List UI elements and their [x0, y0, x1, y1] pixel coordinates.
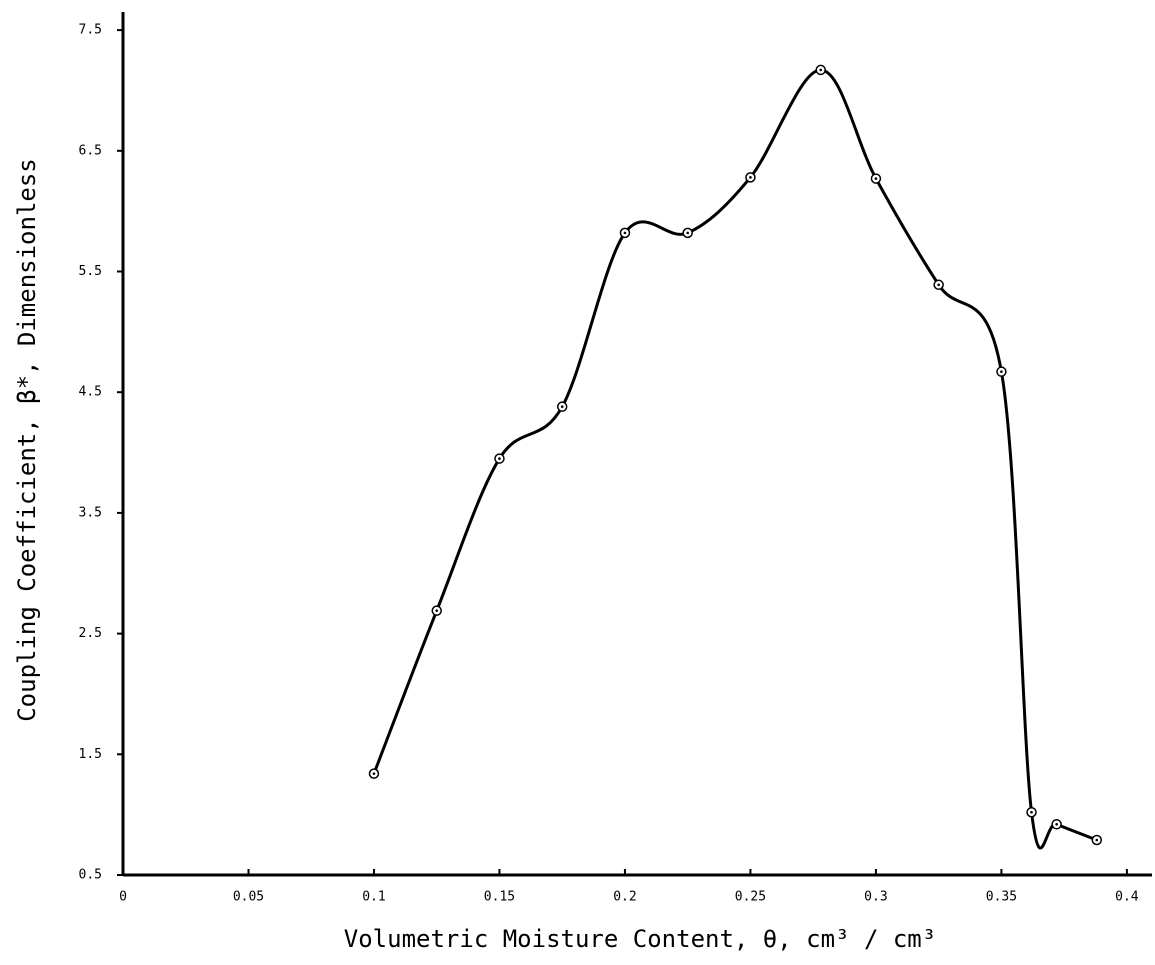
- x-tick-label: 0.35: [986, 890, 1017, 905]
- data-point-dot: [686, 231, 689, 235]
- x-tick-label: 0.1: [362, 890, 385, 905]
- x-tick-label: 0.3: [864, 890, 887, 905]
- y-tick-label: 0.5: [79, 868, 102, 883]
- data-point-dot: [819, 68, 823, 72]
- y-tick-label: 6.5: [79, 143, 102, 158]
- data-line: [372, 68, 1098, 850]
- data-point-dot: [498, 457, 501, 460]
- data-point-dot: [623, 231, 627, 235]
- y-tick-label: 2.5: [79, 626, 102, 641]
- y-tick-label: 4.5: [79, 385, 102, 400]
- data-point-dot: [874, 177, 878, 180]
- data-point-dot: [1055, 823, 1058, 826]
- y-tick-label: 7.5: [79, 23, 102, 38]
- y-tick-label: 3.5: [79, 505, 102, 520]
- x-tick-label: 0: [119, 890, 127, 905]
- data-point-dot: [1000, 370, 1003, 373]
- y-tick-label: 1.5: [79, 747, 102, 762]
- x-tick-label: 0.4: [1115, 890, 1139, 905]
- data-point-dot: [1030, 810, 1033, 814]
- x-axis-label: Volumetric Moisture Content, θ, cm³ / cm…: [344, 925, 936, 953]
- x-tick-label: 0.25: [735, 890, 766, 905]
- y-tick-label: 5.5: [79, 264, 102, 279]
- x-tick-label: 0.15: [484, 890, 515, 905]
- data-point-dot: [1095, 838, 1099, 842]
- data-point-dot: [937, 283, 940, 287]
- data-point-dot: [749, 176, 752, 179]
- x-tick-label: 0.05: [233, 890, 264, 905]
- data-point-dot: [372, 772, 376, 775]
- data-point-dot: [560, 405, 564, 408]
- data-point-dot: [435, 609, 439, 612]
- x-tick-label: 0.2: [613, 890, 636, 905]
- y-axis-label: Coupling Coefficient, β*, Dimensionless: [13, 158, 41, 722]
